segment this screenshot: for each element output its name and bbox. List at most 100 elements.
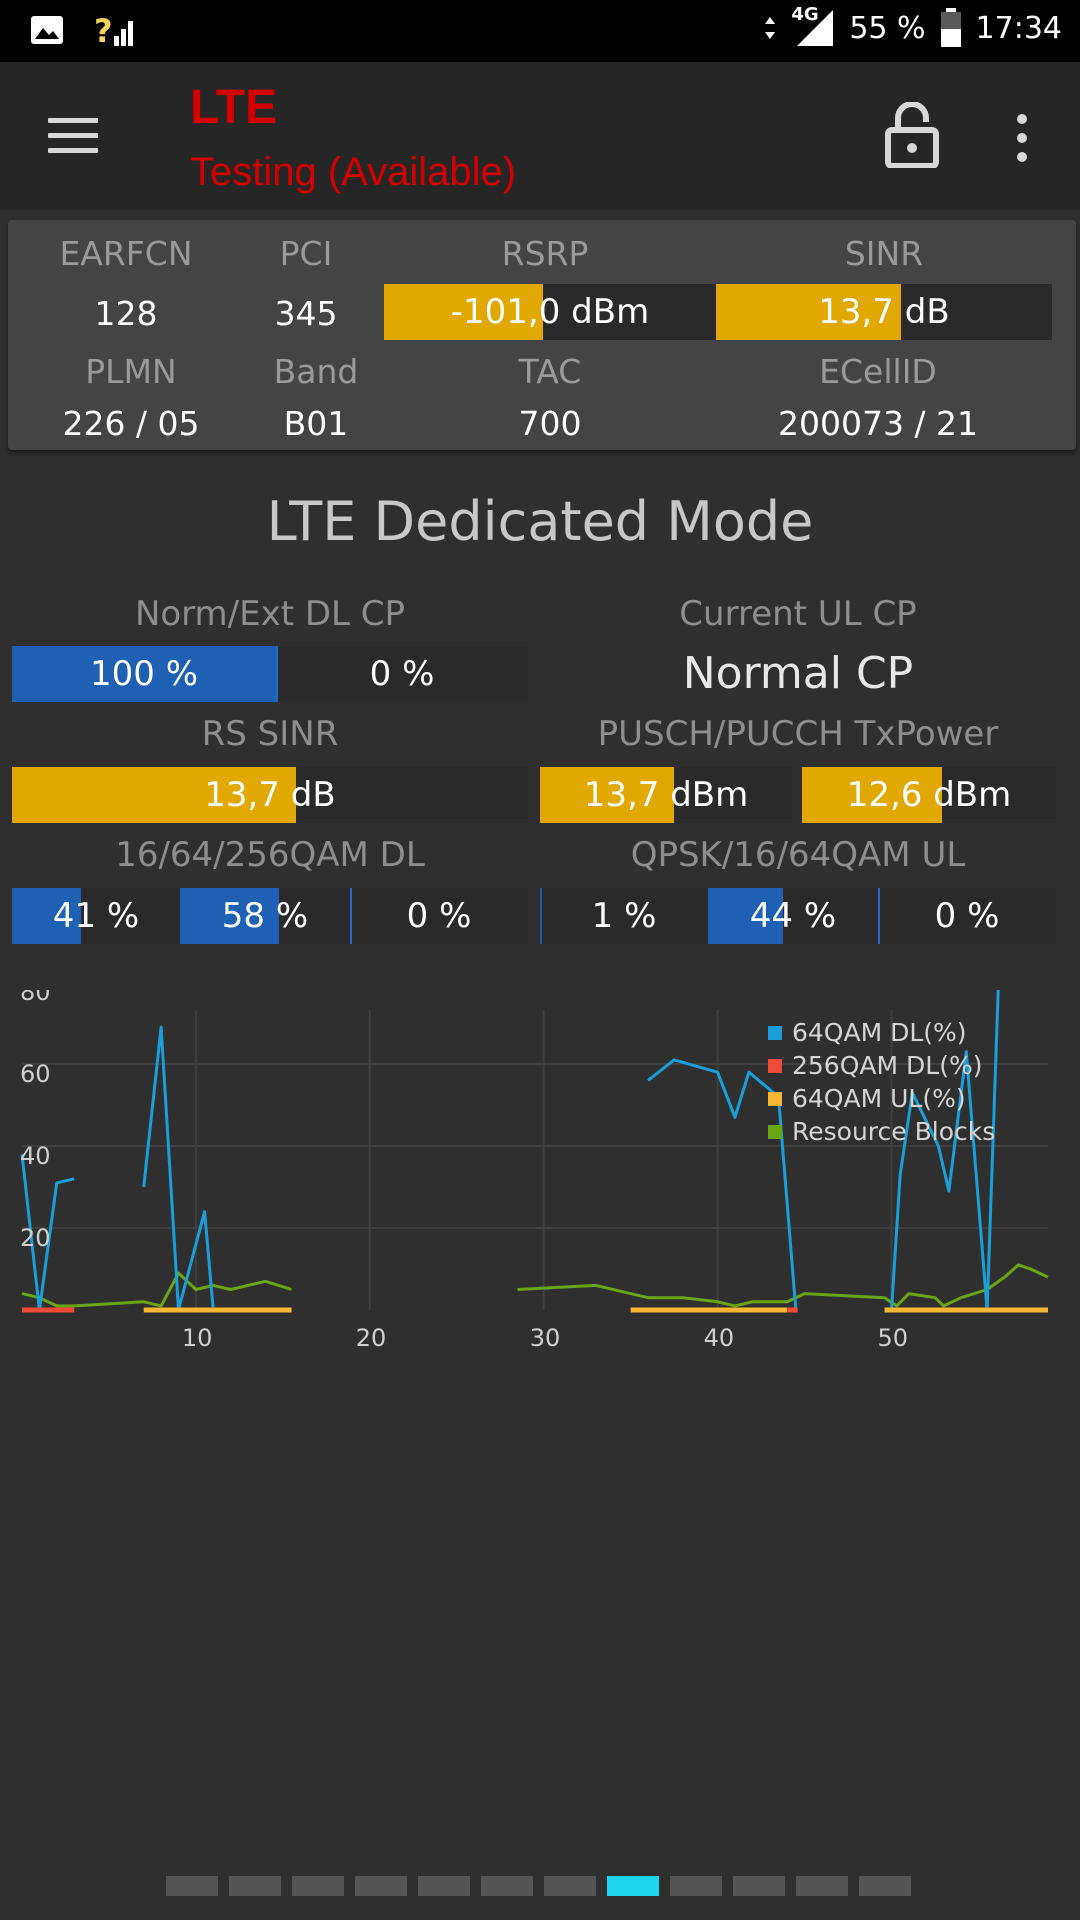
page-indicator-dot[interactable]: [607, 1876, 659, 1896]
tx-power-label: PUSCH/PUCCH TxPower: [597, 714, 999, 754]
page-indicator-dot[interactable]: [544, 1876, 596, 1896]
page-indicator-dot[interactable]: [292, 1876, 344, 1896]
clock: 17:34: [975, 10, 1062, 46]
y-tick-label: 80: [20, 990, 51, 1006]
tac-value: 700: [518, 404, 582, 443]
modulation-chart: 10 20 30 40 50 20 40 60 80: [20, 990, 1049, 1352]
sinr-bar: 13,7 dB: [716, 284, 1052, 340]
qam-dl-16-bar: 41 %: [12, 888, 180, 944]
pci-value: 345: [274, 294, 338, 333]
rsrp-bar: -101,0 dBm: [384, 284, 716, 340]
ecellid-label: ECellID: [819, 352, 937, 391]
pci-label: PCI: [279, 234, 333, 273]
x-tick-label: 10: [182, 1324, 213, 1352]
band-label: Band: [273, 352, 359, 391]
rs-sinr-bar: 13,7 dB: [12, 767, 528, 823]
qam-ul-16-value: 44 %: [749, 896, 837, 936]
ul-cp-label: Current UL CP: [679, 594, 917, 634]
ecellid-value: 200073 / 21: [777, 404, 979, 443]
x-tick-label: 20: [356, 1324, 387, 1352]
legend-label: 64QAM UL(%): [792, 1084, 966, 1113]
qam-dl-64-value: 58 %: [221, 896, 309, 936]
earfcn-value: 128: [94, 294, 158, 333]
pusch-txpower-bar: 13,7 dBm: [540, 767, 792, 823]
battery-percent: 55 %: [849, 10, 926, 46]
chart-legend: 64QAM DL(%) 256QAM DL(%) 64QAM UL(%) Resour…: [768, 1016, 995, 1148]
dl-extended-cp-value: 0 %: [369, 654, 435, 694]
dl-normal-cp-bar: 100 %: [12, 646, 276, 702]
signal-question-icon: ?: [94, 12, 133, 48]
page-indicator-dot[interactable]: [733, 1876, 785, 1896]
series-line-64qam-dl: [889, 990, 1000, 1312]
app-title: LTE: [190, 81, 278, 134]
page-indicator-dot[interactable]: [418, 1876, 470, 1896]
cell-info-panel: EARFCN PCI RSRP SINR 128 345 -101,0 dBm …: [8, 220, 1076, 450]
qam-dl-256-bar: 0 %: [350, 888, 528, 944]
page-indicator: [166, 1876, 911, 1896]
qam-ul-qpsk-bar: 1 %: [540, 888, 708, 944]
overflow-menu-icon[interactable]: [1012, 114, 1032, 164]
page-indicator-dot[interactable]: [229, 1876, 281, 1896]
y-tick-label: 20: [20, 1224, 51, 1252]
qam-ul-64-bar: 0 %: [878, 888, 1056, 944]
dl-normal-cp-value: 100 %: [89, 654, 198, 694]
page-indicator-dot[interactable]: [859, 1876, 911, 1896]
qam-dl-16-value: 41 %: [52, 896, 140, 936]
chart-labels: 10 20 30 40 50 20 40 60 80: [20, 990, 908, 1352]
sinr-label: SINR: [844, 234, 924, 273]
x-tick-label: 50: [877, 1324, 908, 1352]
plmn-value: 226 / 05: [62, 404, 200, 443]
qam-ul-qpsk-value: 1 %: [591, 896, 657, 936]
sinr-value: 13,7 dB: [818, 292, 950, 332]
rs-sinr-value: 13,7 dB: [204, 775, 336, 815]
legend-item: Resource Blocks: [768, 1115, 995, 1148]
network-type: 4G: [791, 4, 819, 25]
series-line-64qam-dl: [20, 1154, 75, 1312]
rsrp-label: RSRP: [501, 234, 589, 273]
qam-ul-label: QPSK/16/64QAM UL: [630, 835, 966, 875]
ul-cp-value: Normal CP: [682, 648, 914, 699]
page-indicator-dot[interactable]: [481, 1876, 533, 1896]
page-indicator-dot[interactable]: [355, 1876, 407, 1896]
status-bar: ? 4G 55 % 17:34: [0, 0, 1080, 62]
dl-cp-label: Norm/Ext DL CP: [134, 594, 406, 634]
legend-label: 64QAM DL(%): [792, 1018, 967, 1047]
qam-dl-label: 16/64/256QAM DL: [115, 835, 425, 875]
x-tick-label: 30: [530, 1324, 561, 1352]
qam-ul-64-value: 0 %: [934, 896, 1000, 936]
legend-item: 64QAM DL(%): [768, 1016, 995, 1049]
tac-label: TAC: [518, 352, 582, 391]
series-line-resource-blocks: [517, 1263, 1049, 1308]
page-indicator-dot[interactable]: [670, 1876, 722, 1896]
page-indicator-dot[interactable]: [796, 1876, 848, 1896]
mode-title: LTE Dedicated Mode: [266, 490, 814, 553]
series-line-64qam-dl: [142, 1025, 215, 1312]
signal-icon: 4G: [791, 4, 835, 48]
app-bar: LTE Testing (Available): [0, 62, 1080, 210]
page-indicator-dot[interactable]: [166, 1876, 218, 1896]
chart-lines: [20, 990, 1049, 1313]
menu-icon[interactable]: [48, 118, 98, 154]
y-tick-label: 40: [20, 1142, 51, 1170]
pucch-txpower-bar: 12,6 dBm: [802, 767, 1056, 823]
legend-swatch: [768, 1091, 782, 1106]
earfcn-label: EARFCN: [59, 234, 193, 273]
rs-sinr-label: RS SINR: [201, 714, 339, 754]
dl-extended-cp-bar: 0 %: [276, 646, 528, 702]
legend-label: Resource Blocks: [792, 1117, 996, 1146]
pusch-txpower-value: 13,7 dBm: [583, 775, 749, 815]
rsrp-value: -101,0 dBm: [450, 292, 650, 332]
svg-text:?: ?: [94, 12, 113, 48]
lock-open-icon[interactable]: [884, 102, 940, 168]
series-line-resource-blocks: [21, 1271, 292, 1308]
legend-label: 256QAM DL(%): [792, 1051, 983, 1080]
legend-item: 256QAM DL(%): [768, 1049, 995, 1082]
legend-swatch: [768, 1124, 782, 1139]
image-icon: [31, 16, 63, 44]
pucch-txpower-value: 12,6 dBm: [846, 775, 1012, 815]
app-subtitle: Testing (Available): [190, 150, 517, 194]
qam-dl-64-bar: 58 %: [180, 888, 350, 944]
legend-swatch: [768, 1058, 782, 1073]
data-arrows-icon: [765, 17, 776, 39]
legend-swatch: [768, 1025, 782, 1040]
